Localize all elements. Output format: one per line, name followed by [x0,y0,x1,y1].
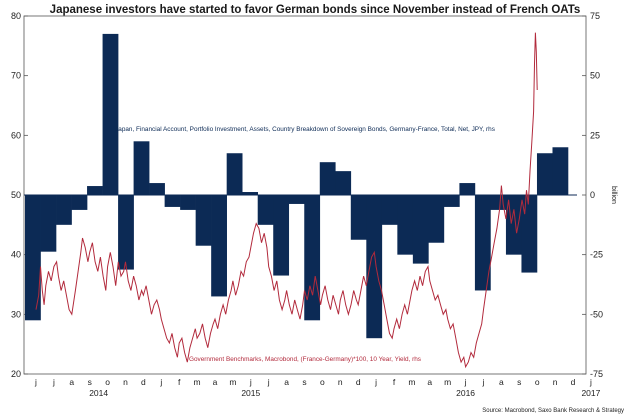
month-label: j [374,377,377,387]
month-label: m [229,377,236,387]
left-tick-label: 80 [11,11,21,21]
bar-series-label: Japan, Financial Account, Portfolio Inve… [115,126,495,133]
month-label: f [178,377,181,387]
bar [552,147,569,195]
month-label: d [141,377,146,387]
bar [428,195,445,243]
bar [412,195,429,264]
month-label: a [213,377,218,387]
bar [288,195,305,204]
bar [87,186,103,195]
bar [273,195,290,276]
month-label: o [320,377,325,387]
year-label: 2015 [241,388,260,398]
chart-title: Japanese investors have started to favor… [49,4,581,16]
month-label: m [408,377,415,387]
right-axis-label: billion [610,186,617,204]
bar [350,195,367,240]
month-label: f [393,377,396,387]
month-label: j [267,377,270,387]
month-label: j [34,377,37,387]
bar [211,195,227,297]
month-label: d [356,377,361,387]
year-axis: 2014 2015 2016 2017 [89,388,600,398]
right-tick-label: 50 [590,71,600,81]
bar [474,195,491,291]
month-label: m [194,377,201,387]
month-label: n [123,377,128,387]
right-tick-label: 75 [590,11,600,21]
right-tick-label: -75 [590,369,603,379]
month-label: a [284,377,289,387]
month-label: a [69,377,74,387]
month-label: j [589,377,592,387]
bar [226,153,243,195]
bar [335,171,352,195]
month-label: a [427,377,432,387]
left-tick-label: 50 [11,190,21,200]
bar [25,195,41,321]
month-label: s [88,377,92,387]
bar [381,195,398,225]
month-label: o [535,377,540,387]
bar [319,162,336,195]
month-label: j [159,377,162,387]
bar [180,195,196,210]
left-tick-label: 60 [11,130,21,140]
left-tick-label: 40 [11,250,21,260]
month-label: d [571,377,576,387]
month-label: j [249,377,252,387]
bar [536,153,553,195]
left-tick-label: 20 [11,369,21,379]
bar [257,195,274,225]
month-label: j [482,377,485,387]
month-label: j [52,377,55,387]
bar [56,195,72,225]
bar [149,183,165,195]
month-label: n [553,377,558,387]
month-label: o [105,377,110,387]
month-label: j [464,377,467,387]
line-series-label: Government Benchmarks, Macrobond, (Franc… [189,356,421,363]
bar [164,195,181,207]
bar [71,195,88,210]
left-tick-label: 30 [11,309,21,319]
month-label: s [302,377,306,387]
right-tick-label: -50 [590,309,603,319]
bar [459,183,476,195]
year-label: 2016 [456,388,475,398]
right-tick-label: -25 [590,250,603,260]
bar [40,195,57,252]
year-label: 2017 [581,388,600,398]
month-label: m [444,377,451,387]
month-label: a [499,377,504,387]
bar [195,195,212,246]
bar [118,195,134,270]
bar [242,192,259,195]
month-label: s [517,377,521,387]
bar [102,33,119,196]
right-axis: -75 -50 -25 0 25 50 75 [582,11,603,379]
yield-spread-line [35,32,538,369]
bar [397,195,414,255]
source-note: Source: Macrobond, Saxo Bank Research & … [482,408,624,414]
month-label: n [338,377,343,387]
bar [521,195,538,273]
bar [133,141,150,195]
bar [304,195,321,321]
bar [443,195,460,207]
right-tick-label: 25 [590,130,600,140]
left-tick-label: 70 [11,71,21,81]
right-tick-label: 0 [590,190,595,200]
year-label: 2014 [89,388,108,398]
bar [366,195,383,339]
bar-series [25,33,569,339]
